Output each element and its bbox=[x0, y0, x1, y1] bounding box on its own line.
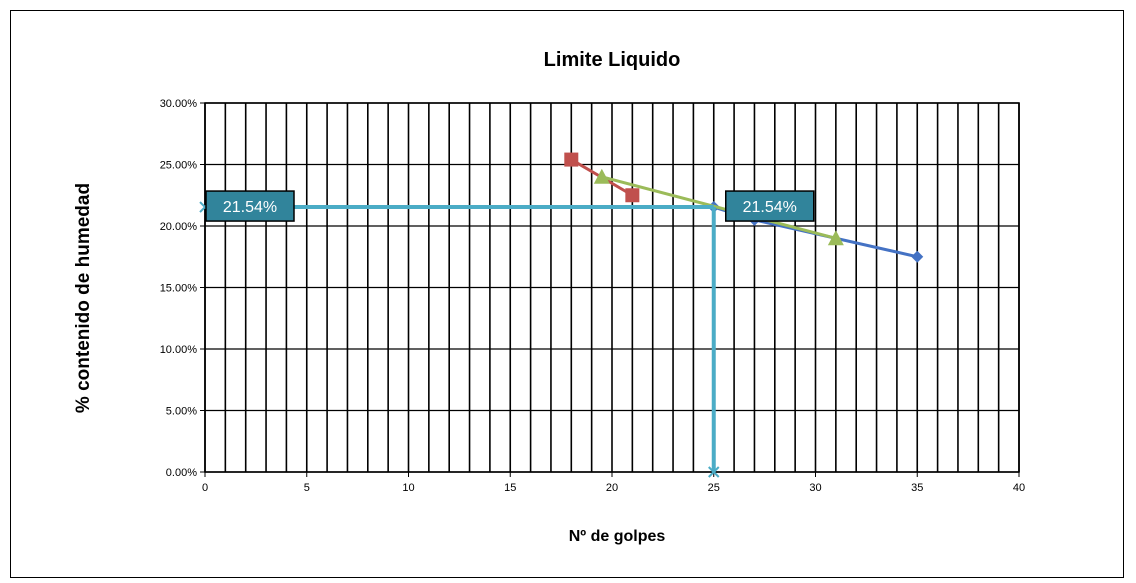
y-tick-label: 10.00% bbox=[160, 344, 198, 356]
reference-lines bbox=[199, 201, 720, 478]
data-point-triangle bbox=[827, 230, 844, 246]
y-tick-label: 15.00% bbox=[160, 283, 198, 295]
x-tick-label: 25 bbox=[708, 482, 720, 494]
chart-title: Limite Liquido bbox=[544, 49, 681, 71]
callout-label: 21.54% bbox=[223, 199, 277, 216]
x-tick-label: 5 bbox=[304, 482, 310, 494]
callout-label: 21.54% bbox=[743, 199, 797, 216]
callouts: 21.54% 21.54% bbox=[205, 190, 815, 222]
x-tick-label: 10 bbox=[402, 482, 414, 494]
axes: 0.00% 5.00% 10.00% 15.00% 20.00% 25.00% 30.00%… bbox=[160, 98, 1025, 494]
y-tick-label: 5.00% bbox=[166, 406, 197, 418]
x-tick-label: 15 bbox=[504, 482, 516, 494]
chart-svg: Limite Liquido 0.00% 5.00% 10.00% 15.00% 20.… bbox=[73, 49, 1025, 545]
data-point-square bbox=[625, 188, 640, 203]
y-axis-title: % contenido de humedad bbox=[73, 183, 94, 413]
callout-box bbox=[205, 190, 295, 222]
data-point-triangle bbox=[593, 168, 610, 184]
data-point-square bbox=[564, 152, 579, 167]
x-tick-label: 35 bbox=[911, 482, 923, 494]
x-tick-label: 20 bbox=[606, 482, 618, 494]
y-tick-label: 30.00% bbox=[160, 98, 198, 110]
chart-frame: Limite Liquido 0.00% 5.00% 10.00% 15.00% 20.… bbox=[10, 10, 1124, 578]
series-line bbox=[601, 175, 837, 240]
data-point-diamond bbox=[911, 250, 924, 263]
x-tick-label: 40 bbox=[1013, 482, 1025, 494]
grid bbox=[204, 102, 1020, 473]
x-axis-title: Nº de golpes bbox=[569, 528, 666, 545]
reference-marker bbox=[708, 466, 720, 478]
y-tick-label: 20.00% bbox=[160, 221, 198, 233]
callout-box bbox=[725, 190, 815, 222]
x-tick-label: 30 bbox=[809, 482, 821, 494]
y-tick-label: 25.00% bbox=[160, 160, 198, 172]
x-tick-label: 0 bbox=[202, 482, 208, 494]
y-tick-label: 0.00% bbox=[166, 467, 197, 479]
